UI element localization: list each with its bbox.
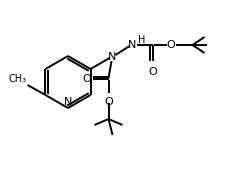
Text: N: N: [64, 97, 72, 107]
Text: O: O: [148, 67, 157, 77]
Text: H: H: [138, 35, 145, 45]
Text: CH₃: CH₃: [8, 74, 27, 84]
Text: O: O: [104, 97, 113, 107]
Text: N: N: [108, 52, 117, 62]
Text: O: O: [82, 74, 91, 84]
Text: O: O: [166, 40, 175, 50]
Text: N: N: [128, 40, 137, 50]
